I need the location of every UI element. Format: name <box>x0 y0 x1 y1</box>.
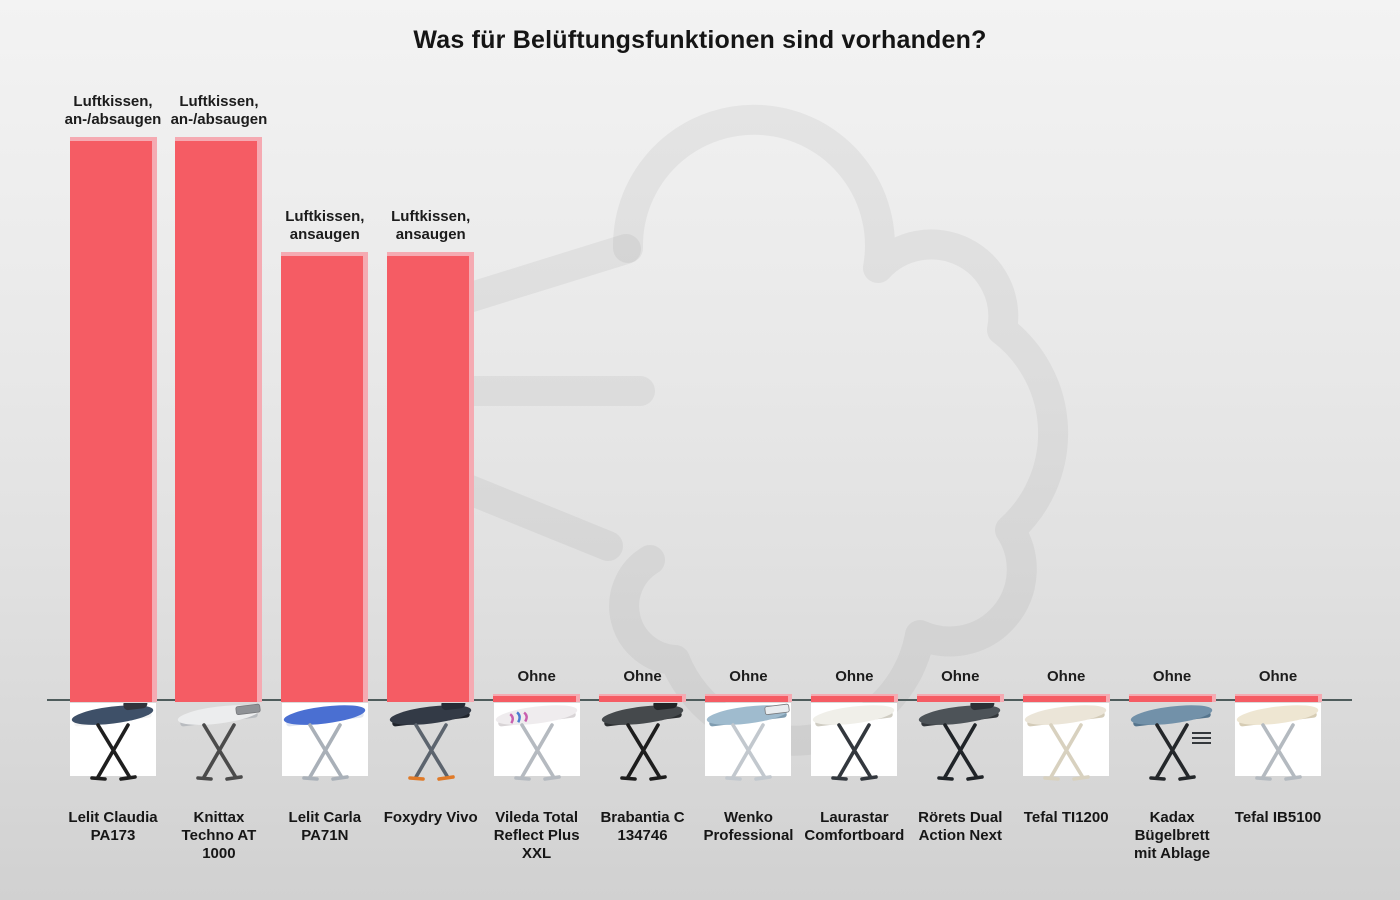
ironing-board-image <box>491 703 583 791</box>
bar <box>69 137 157 702</box>
bar-value-label: Ohne <box>941 668 980 686</box>
bar <box>916 694 1004 702</box>
ironing-board-image <box>597 698 689 791</box>
bar-value-label: Ohne <box>1152 668 1192 686</box>
product-name-label: Laurastar Comfortboard <box>804 809 905 844</box>
bar <box>1234 694 1322 702</box>
product-name-label: Wenko Professional <box>703 809 794 844</box>
ironing-board-image <box>385 698 477 791</box>
ironing-board-image <box>1020 703 1112 791</box>
bar <box>493 694 581 702</box>
bar <box>175 137 263 702</box>
ironing-board-image <box>279 703 371 791</box>
product-name-label: Kadax Bügelbrett mit Ablage <box>1134 809 1211 862</box>
bar <box>810 694 898 702</box>
product-name-label: Tefal IB5100 <box>1234 809 1322 826</box>
product-name-label: Knittax Techno AT 1000 <box>181 809 257 862</box>
bar-value-label: Ohne <box>1258 668 1298 686</box>
ironing-board-image <box>67 698 159 791</box>
bar <box>1022 694 1110 702</box>
bar <box>387 252 475 702</box>
product-name-label: Tefal TI1200 <box>1023 809 1109 826</box>
ironing-board-image <box>702 703 794 791</box>
product-name-label: Lelit Claudia PA173 <box>68 809 158 844</box>
ironing-board-image <box>1232 703 1324 791</box>
ironing-board-image <box>808 703 900 791</box>
product-name-label: Lelit Carla PA71N <box>288 809 362 844</box>
chart-title: Was für Belüftungsfunktionen sind vorhan… <box>413 26 987 54</box>
ironing-board-image <box>173 703 265 791</box>
bar-value-label: Luftkissen, an-/absaugen <box>64 93 162 128</box>
bar <box>599 694 687 702</box>
bar-value-label: Luftkissen, ansaugen <box>285 208 365 244</box>
product-name-label: Vileda Total Reflect Plus XXL <box>493 809 580 862</box>
bar <box>1128 694 1216 702</box>
bar-value-label: Ohne <box>517 668 556 686</box>
product-name-label: Foxydry Vivo <box>383 809 478 826</box>
x-axis-line <box>47 699 1352 701</box>
bar-value-label: Ohne <box>835 668 874 686</box>
product-name-label: Brabantia C 134746 <box>600 809 685 844</box>
bar-value-label: Luftkissen, ansaugen <box>391 208 471 244</box>
bar-value-label: Ohne <box>1047 668 1086 686</box>
bar <box>281 252 369 702</box>
ironing-board-image <box>914 698 1006 791</box>
bar <box>704 694 792 702</box>
bar-value-label: Ohne <box>729 668 768 686</box>
product-name-label: Rörets Dual Action Next <box>918 809 1003 844</box>
bar-value-label: Ohne <box>623 668 662 686</box>
ironing-board-image <box>1126 703 1218 791</box>
bar-value-label: Luftkissen, an-/absaugen <box>170 93 268 128</box>
